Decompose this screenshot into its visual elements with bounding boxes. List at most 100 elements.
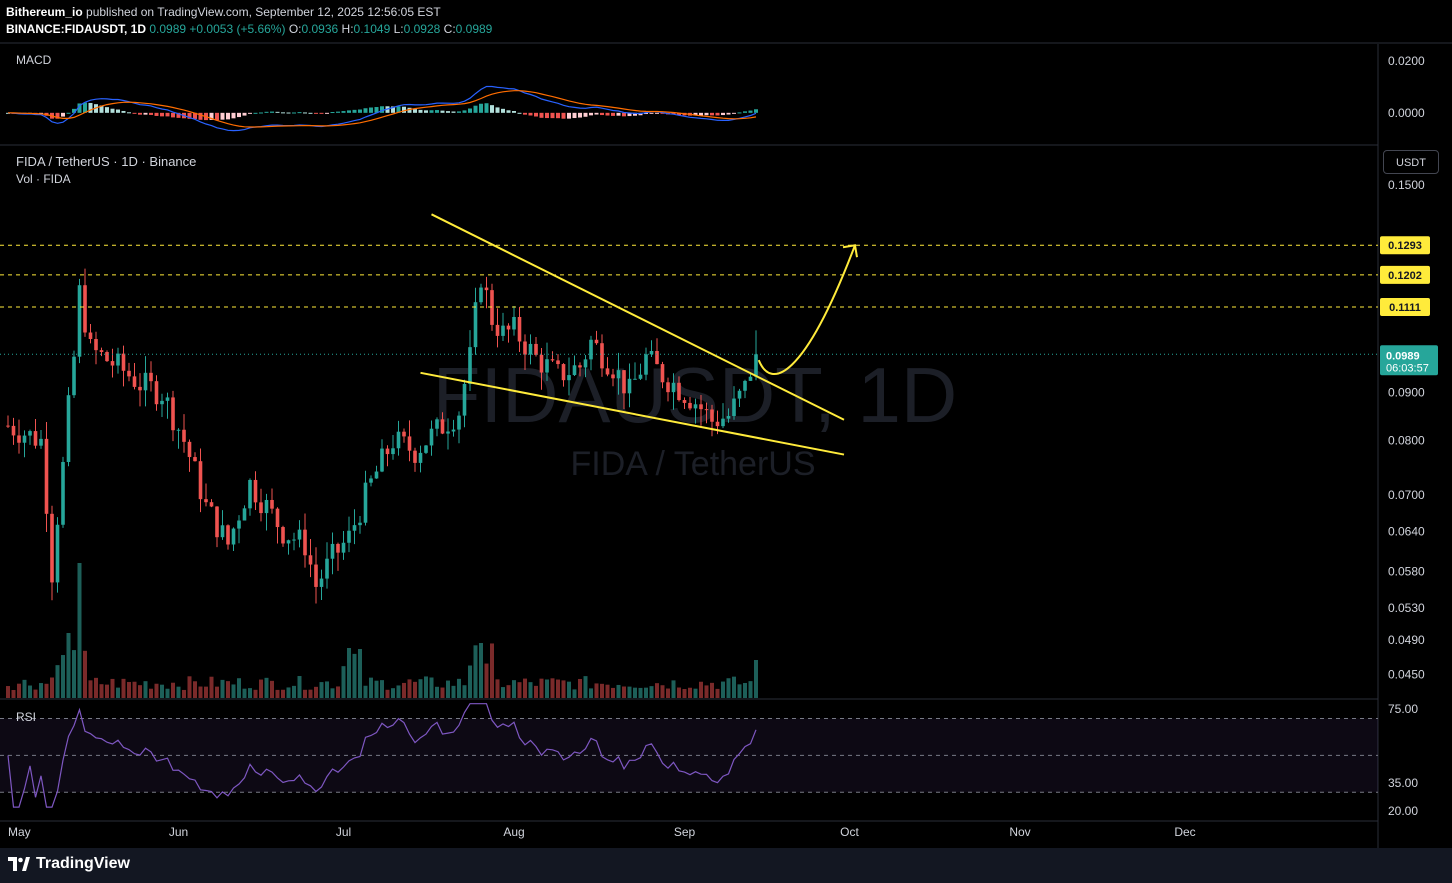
macd-histogram-bar — [259, 112, 263, 114]
rsi-tick: 35.00 — [1388, 776, 1418, 790]
candle-body — [721, 418, 725, 427]
volume-bar — [737, 684, 742, 698]
volume-bar — [61, 655, 65, 698]
volume-bar — [644, 687, 648, 698]
candle-body — [358, 522, 362, 526]
volume-bar — [270, 680, 274, 698]
candle-body — [193, 457, 197, 462]
macd-histogram-bar — [435, 110, 439, 113]
candle-body — [242, 508, 247, 521]
macd-histogram-bar — [677, 112, 681, 116]
publisher-name[interactable]: Bithereum_io — [6, 5, 83, 19]
macd-histogram-bar — [297, 112, 302, 114]
macd-histogram-bar — [622, 112, 626, 117]
time-tick: Jul — [336, 825, 351, 839]
volume-bar — [138, 685, 142, 698]
volume-bar — [666, 688, 670, 698]
candle-body — [710, 409, 714, 422]
volume-bar — [479, 643, 483, 698]
rsi-title[interactable]: RSI — [16, 710, 37, 724]
macd-histogram-bar — [127, 112, 131, 114]
candle-body — [550, 359, 555, 361]
volume-bar — [143, 681, 148, 698]
volume-bar — [655, 683, 659, 698]
macd-histogram-bar — [253, 112, 258, 114]
time-tick: Nov — [1009, 825, 1030, 839]
time-tick: Dec — [1174, 825, 1195, 839]
candle-body — [677, 382, 681, 401]
candle-body — [545, 359, 549, 373]
level-label: 0.1111 — [1389, 302, 1421, 314]
macd-histogram-bar — [429, 110, 434, 113]
macd-histogram-bar — [732, 112, 736, 114]
macd-histogram-bar — [479, 103, 483, 113]
volume-bar — [501, 687, 505, 698]
open-label: O: — [288, 22, 302, 36]
volume-bar — [418, 679, 423, 698]
macd-histogram-bar — [567, 112, 571, 119]
rsi-tick: 20.00 — [1388, 804, 1418, 818]
volume-bar — [358, 649, 362, 698]
high-value: 0.1049 — [353, 22, 391, 36]
candle-body — [286, 540, 291, 544]
candle-body — [341, 542, 346, 553]
candle-body — [182, 429, 186, 442]
macd-histogram-bar — [154, 112, 159, 116]
candle-body — [99, 350, 104, 353]
macd-title[interactable]: MACD — [16, 53, 52, 67]
candle-body — [418, 452, 423, 463]
candle-body — [160, 400, 164, 405]
candle-body — [33, 431, 38, 446]
candle-body — [578, 365, 582, 368]
currency-button[interactable]: USDT — [1383, 150, 1439, 174]
candle-body — [523, 341, 527, 355]
volume-bar — [347, 648, 351, 698]
volume-bar — [209, 676, 214, 698]
volume-bar — [369, 677, 373, 698]
volume-bar — [677, 687, 681, 698]
volume-bar — [72, 650, 76, 698]
candle-body — [17, 435, 21, 443]
candle-body — [407, 436, 412, 451]
candle-body — [363, 482, 368, 523]
macd-histogram-bar — [132, 112, 137, 114]
watermark-symbol: FIDAUSDT, 1D — [433, 351, 957, 439]
candle-body — [198, 461, 203, 500]
candle-body — [264, 499, 269, 514]
volume-bar — [633, 687, 637, 698]
volume-title[interactable]: Vol · FIDA — [16, 172, 71, 186]
macd-histogram-bar — [314, 112, 318, 114]
volume-bar — [462, 685, 467, 698]
time-tick: Jun — [169, 825, 188, 839]
last-price: 0.0989 — [149, 22, 187, 36]
main-pane-title[interactable]: FIDA / TetherUS · 1D · Binance — [16, 154, 197, 169]
price-tick: 0.0450 — [1388, 668, 1425, 682]
volume-bar — [237, 678, 241, 698]
candle-body — [171, 397, 175, 431]
volume-bar — [165, 688, 170, 698]
symbol-name[interactable]: BINANCE:FIDAUSDT, 1D — [6, 22, 147, 36]
projection-arrow — [757, 244, 856, 375]
macd-histogram-bar — [220, 112, 225, 120]
candle-body — [512, 316, 516, 330]
time-tick: Sep — [674, 825, 696, 839]
candle-body — [567, 375, 571, 381]
candle-body — [638, 374, 643, 379]
macd-histogram-bar — [105, 107, 109, 113]
volume-bar — [204, 686, 208, 698]
volume-bars — [6, 563, 758, 698]
candle-body — [94, 338, 98, 351]
macd-histogram-bar — [704, 112, 709, 116]
volume-bar — [545, 679, 549, 698]
candle-body — [83, 285, 87, 333]
candle-body — [138, 386, 142, 391]
candle-body — [451, 429, 456, 432]
volume-bar — [710, 682, 714, 698]
macd-histogram-bar — [418, 109, 423, 113]
macd-histogram-bar — [237, 112, 241, 118]
volume-bar — [594, 683, 599, 698]
volume-bar — [682, 689, 687, 698]
tradingview-logo[interactable]: TradingView — [8, 855, 130, 873]
candle-body — [539, 354, 544, 373]
